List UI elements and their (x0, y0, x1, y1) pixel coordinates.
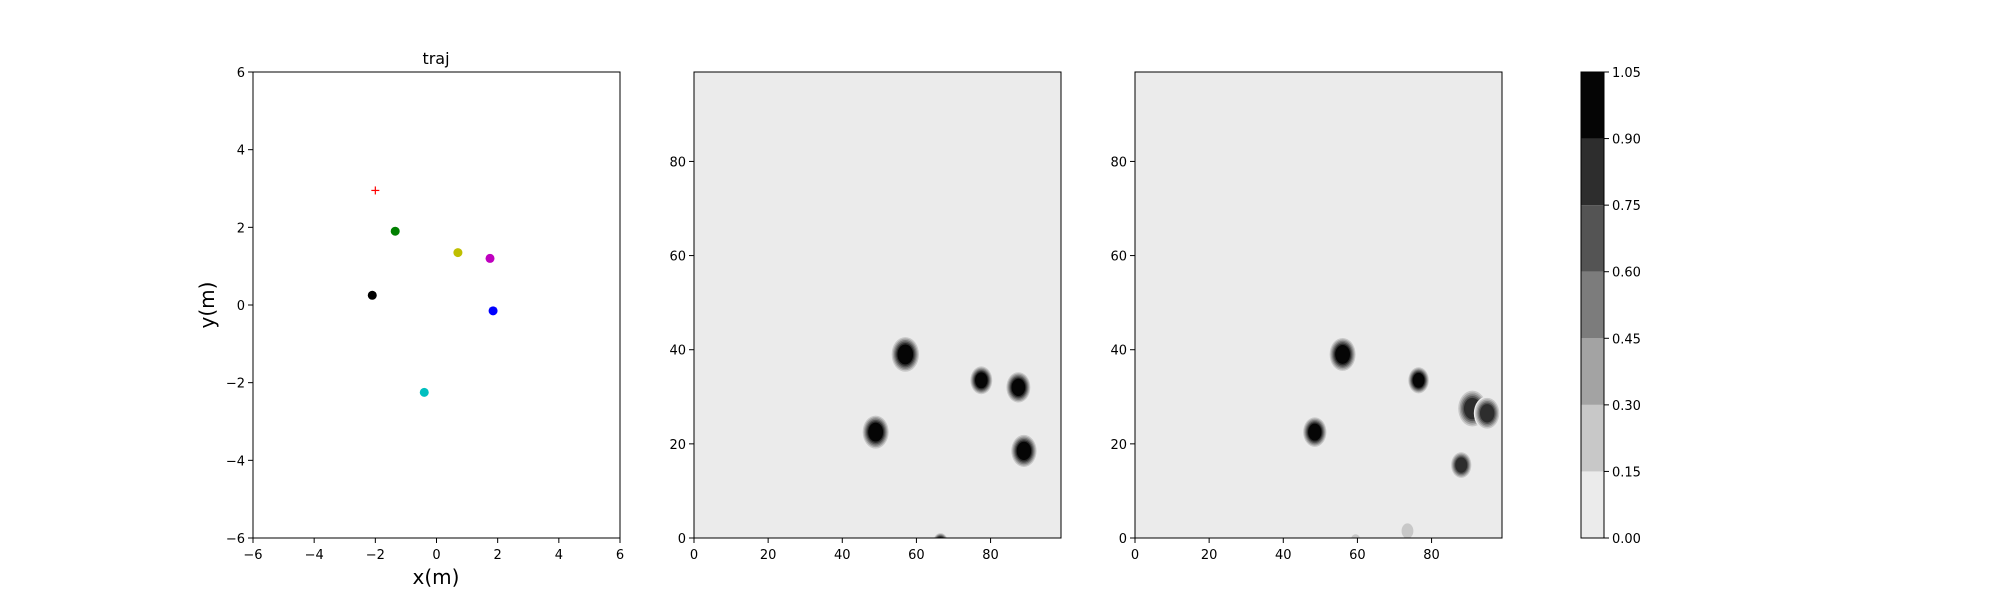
heatmap-2-y-tick-label: 40 (1110, 344, 1127, 359)
traj-y-tick-label: −4 (226, 454, 245, 469)
heatmap-2-blob (1302, 416, 1328, 449)
heatmap-1-x-tick-label: 40 (834, 548, 851, 563)
traj-x-tick-label: −4 (305, 548, 324, 563)
heatmap-1-y-tick-label: 40 (669, 344, 686, 359)
heatmap-2-x-ticks: 0 20 40 60 80 (1131, 538, 1440, 563)
heatmap-2-y-tick-label: 0 (1119, 532, 1127, 547)
colorbar-band (1581, 471, 1604, 538)
traj-y-tick-label: −2 (226, 377, 245, 392)
heatmap-2-blob (1473, 396, 1501, 431)
traj-title: traj (422, 49, 449, 68)
colorbar-tick-label: 0.90 (1612, 133, 1641, 148)
traj-point-plus (371, 186, 380, 195)
heatmap-2-y-tick-label: 20 (1110, 438, 1127, 453)
traj-y-tick-label: 0 (237, 299, 245, 314)
colorbar-ticks: 0.00 0.15 0.30 0.45 0.60 0.75 0.90 1.05 (1604, 66, 1641, 547)
heatmap-2-blob (1328, 336, 1357, 373)
heatmap-1-field (694, 72, 1061, 538)
heatmap-1-blob (890, 335, 921, 374)
colorbar-tick-label: 0.30 (1612, 399, 1641, 414)
heatmap-1-x-ticks: 0 20 40 60 80 (690, 538, 999, 563)
traj-x-tick-label: −6 (243, 548, 262, 563)
colorbar-tick-label: 0.45 (1612, 332, 1641, 347)
traj-x-tick-label: 4 (555, 548, 563, 563)
traj-point (488, 306, 498, 316)
colorbar-band (1581, 271, 1604, 339)
traj-x-tick-label: −2 (366, 548, 385, 563)
heatmap-1-blob (1005, 370, 1032, 404)
colorbar-band (1581, 205, 1604, 272)
traj-y-ticks: −6 −4 −2 0 2 4 6 (226, 66, 253, 547)
heatmap-1-x-tick-label: 0 (690, 548, 698, 563)
colorbar: 0.00 0.15 0.30 0.45 0.60 0.75 0.90 1.05 (1580, 66, 1641, 547)
heatmap-2-blob (1450, 450, 1473, 480)
heatmap-2-background (1135, 72, 1502, 538)
heatmap-1-y-tick-label: 20 (669, 438, 686, 453)
traj-point (390, 226, 400, 236)
traj-x-tick-label: 0 (432, 548, 440, 563)
heatmap-2-frame (1134, 71, 1503, 539)
heatmap-2-x-tick-label: 80 (1423, 548, 1440, 563)
heatmap-1-blob (969, 365, 994, 396)
heatmap-2-y-ticks: 0 20 40 60 80 (1110, 155, 1135, 547)
traj-x-tick-label: 6 (616, 548, 624, 563)
heatmap-1-background (694, 72, 1061, 538)
traj-y-tick-label: −6 (226, 532, 245, 547)
traj-point (453, 248, 463, 258)
colorbar-tick-label: 0.60 (1612, 266, 1641, 281)
heatmap-1-x-tick-label: 60 (908, 548, 925, 563)
heatmap-1-x-tick-label: 80 (982, 548, 999, 563)
heatmap-1-x-tick-label: 20 (760, 548, 777, 563)
colorbar-bands (1581, 72, 1604, 538)
traj-x-tick-label: 2 (494, 548, 502, 563)
colorbar-tick-label: 0.75 (1612, 199, 1641, 214)
heatmap-2-blob (1407, 366, 1430, 395)
heatmap-1-y-tick-label: 0 (678, 532, 686, 547)
colorbar-band (1581, 138, 1604, 206)
colorbar-frame (1580, 71, 1605, 539)
heatmap-2-x-tick-label: 20 (1201, 548, 1218, 563)
traj-y-tick-label: 2 (237, 221, 245, 236)
traj-x-ticks: −6 −4 −2 0 2 4 6 (243, 538, 624, 563)
heatmap-1-y-tick-label: 60 (669, 250, 686, 265)
heatmap-2-y-tick-label: 80 (1110, 155, 1127, 170)
heatmap-1-frame (693, 71, 1062, 539)
traj-y-tick-label: 6 (237, 66, 245, 81)
traj-points (367, 186, 498, 397)
heatmap-2-x-tick-label: 40 (1275, 548, 1292, 563)
heatmap-1-y-tick-label: 80 (669, 155, 686, 170)
heatmap-2-blob (1399, 520, 1416, 538)
traj-plot-area (253, 72, 620, 538)
heatmap-panel-1: 0 20 40 60 80 0 20 40 60 80 (669, 71, 1062, 563)
traj-point (485, 253, 495, 263)
traj-point (367, 290, 377, 300)
traj-y-tick-label: 4 (237, 144, 245, 159)
colorbar-tick-label: 1.05 (1612, 66, 1641, 81)
traj-panel: −6 −4 −2 0 2 4 6 −6 −4 −2 0 2 4 6 traj x(m) y(m) (195, 49, 624, 589)
heatmap-2-x-tick-label: 60 (1349, 548, 1366, 563)
heatmap-2-x-tick-label: 0 (1131, 548, 1139, 563)
traj-x-axis-label: x(m) (413, 565, 460, 589)
colorbar-tick-label: 0.00 (1612, 532, 1641, 547)
colorbar-band (1581, 338, 1604, 405)
heatmap-2-y-tick-label: 60 (1110, 250, 1127, 265)
heatmap-2-blob (1454, 367, 1464, 379)
heatmap-panel-2: 0 20 40 60 80 0 20 40 60 80 (1110, 71, 1503, 563)
heatmap-2-field (1135, 72, 1502, 538)
heatmap-1-blob (933, 532, 948, 538)
heatmap-1-blob (861, 414, 890, 450)
colorbar-band (1581, 72, 1604, 139)
heatmap-1-blob (1010, 433, 1038, 469)
colorbar-tick-label: 0.15 (1612, 465, 1641, 480)
heatmap-2-blob (1349, 531, 1362, 538)
colorbar-band (1581, 404, 1604, 472)
heatmap-1-y-ticks: 0 20 40 60 80 (669, 155, 694, 547)
traj-y-axis-label: y(m) (195, 282, 219, 329)
traj-point (419, 387, 429, 397)
